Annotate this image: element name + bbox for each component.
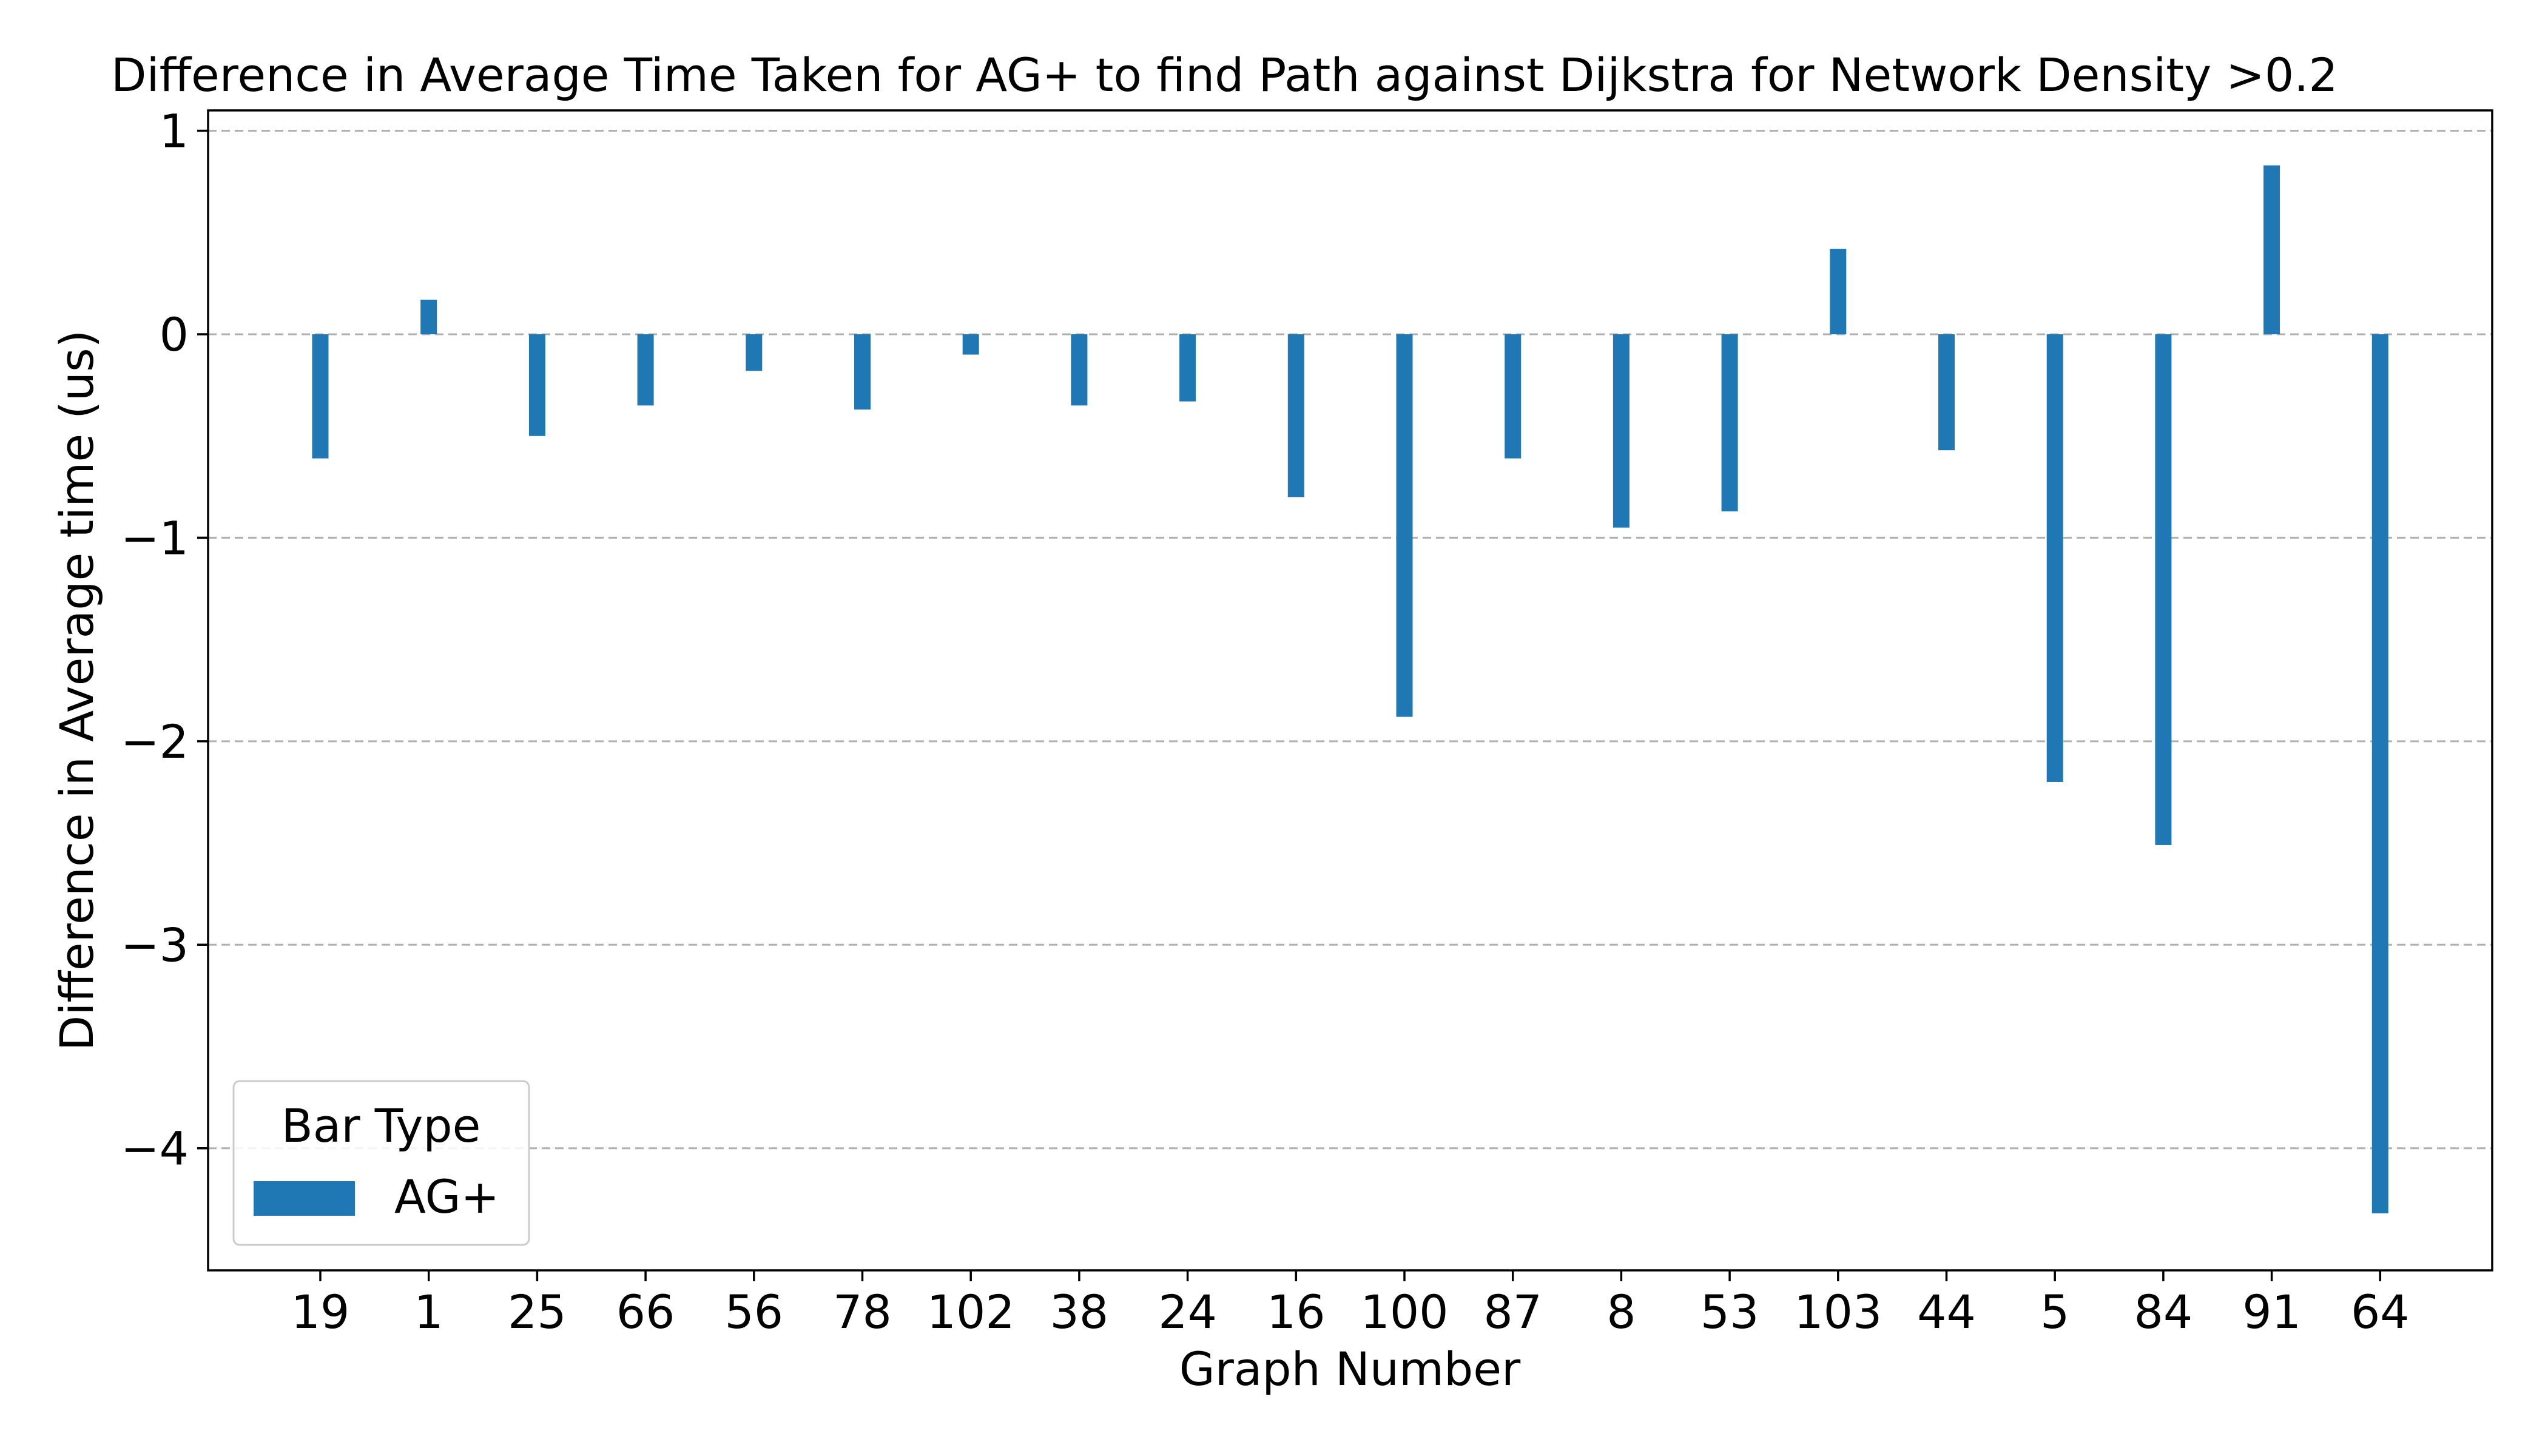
- chart-title: Difference in Average Time Taken for AG+…: [111, 48, 2338, 102]
- bar-graph-56: [746, 334, 763, 371]
- legend-swatch-ag-plus: [254, 1181, 355, 1216]
- bar-graph-1: [420, 299, 437, 334]
- bar-graph-19: [312, 334, 329, 459]
- y-tick-label: 0: [160, 308, 189, 362]
- x-tick-label: 64: [2351, 1285, 2410, 1339]
- legend-title: Bar Type: [281, 1099, 481, 1153]
- bar-graph-44: [1938, 334, 1955, 451]
- bars: [312, 165, 2388, 1214]
- x-tick-label: 103: [1794, 1285, 1882, 1339]
- x-tick-label: 44: [1917, 1285, 1976, 1339]
- x-tick-label: 8: [1606, 1285, 1636, 1339]
- x-tick-label: 66: [616, 1285, 675, 1339]
- bar-graph-87: [1505, 334, 1522, 459]
- grid-lines: [208, 130, 2492, 1150]
- y-tick-label: −2: [121, 715, 189, 769]
- bar-graph-91: [2263, 165, 2280, 334]
- x-axis-label: Graph Number: [1179, 1342, 1521, 1396]
- x-tick-label: 16: [1267, 1285, 1326, 1339]
- x-tick-label: 5: [2040, 1285, 2069, 1339]
- y-tick-label: 1: [160, 104, 189, 158]
- y-tick-label: −1: [121, 511, 189, 565]
- x-axis: 19 1 25 66 56 78 102 38 24 16 100 87 8 53 103 44 5 84 91 64: [291, 1270, 2410, 1339]
- bar-graph-5: [2046, 334, 2063, 782]
- legend-label-ag-plus: AG+: [394, 1170, 499, 1224]
- x-tick-label: 1: [414, 1285, 443, 1339]
- legend: Bar Type AG+: [232, 1080, 530, 1246]
- bar-graph-53: [1721, 334, 1738, 511]
- bar-graph-103: [1830, 249, 1847, 334]
- y-tick-label: −3: [121, 918, 189, 972]
- y-tick-label: −4: [121, 1122, 189, 1176]
- bar-graph-78: [854, 334, 871, 410]
- x-tick-label: 87: [1483, 1285, 1542, 1339]
- x-tick-label: 78: [833, 1285, 892, 1339]
- bar-graph-84: [2155, 334, 2172, 845]
- bar-graph-24: [1179, 334, 1196, 402]
- x-tick-label: 24: [1158, 1285, 1217, 1339]
- bar-graph-38: [1071, 334, 1088, 406]
- y-axis-label: Difference in Average time (us): [50, 330, 104, 1051]
- x-tick-label: 53: [1700, 1285, 1759, 1339]
- y-axis: 1 0 −1 −2 −3 −4: [121, 104, 208, 1176]
- x-tick-label: 56: [724, 1285, 783, 1339]
- x-tick-label: 38: [1050, 1285, 1109, 1339]
- x-tick-label: 19: [291, 1285, 350, 1339]
- bar-graph-8: [1613, 334, 1630, 528]
- bar-graph-64: [2371, 334, 2388, 1214]
- plot-frame: [207, 109, 2493, 1272]
- x-tick-label: 91: [2242, 1285, 2301, 1339]
- bar-graph-16: [1287, 334, 1304, 497]
- x-tick-label: 84: [2134, 1285, 2193, 1339]
- bar-graph-102: [962, 334, 979, 355]
- bar-graph-66: [637, 334, 654, 406]
- bar-graph-100: [1396, 334, 1413, 717]
- x-tick-label: 100: [1360, 1285, 1448, 1339]
- x-tick-label: 25: [508, 1285, 567, 1339]
- bar-graph-25: [528, 334, 545, 436]
- x-tick-label: 102: [927, 1285, 1015, 1339]
